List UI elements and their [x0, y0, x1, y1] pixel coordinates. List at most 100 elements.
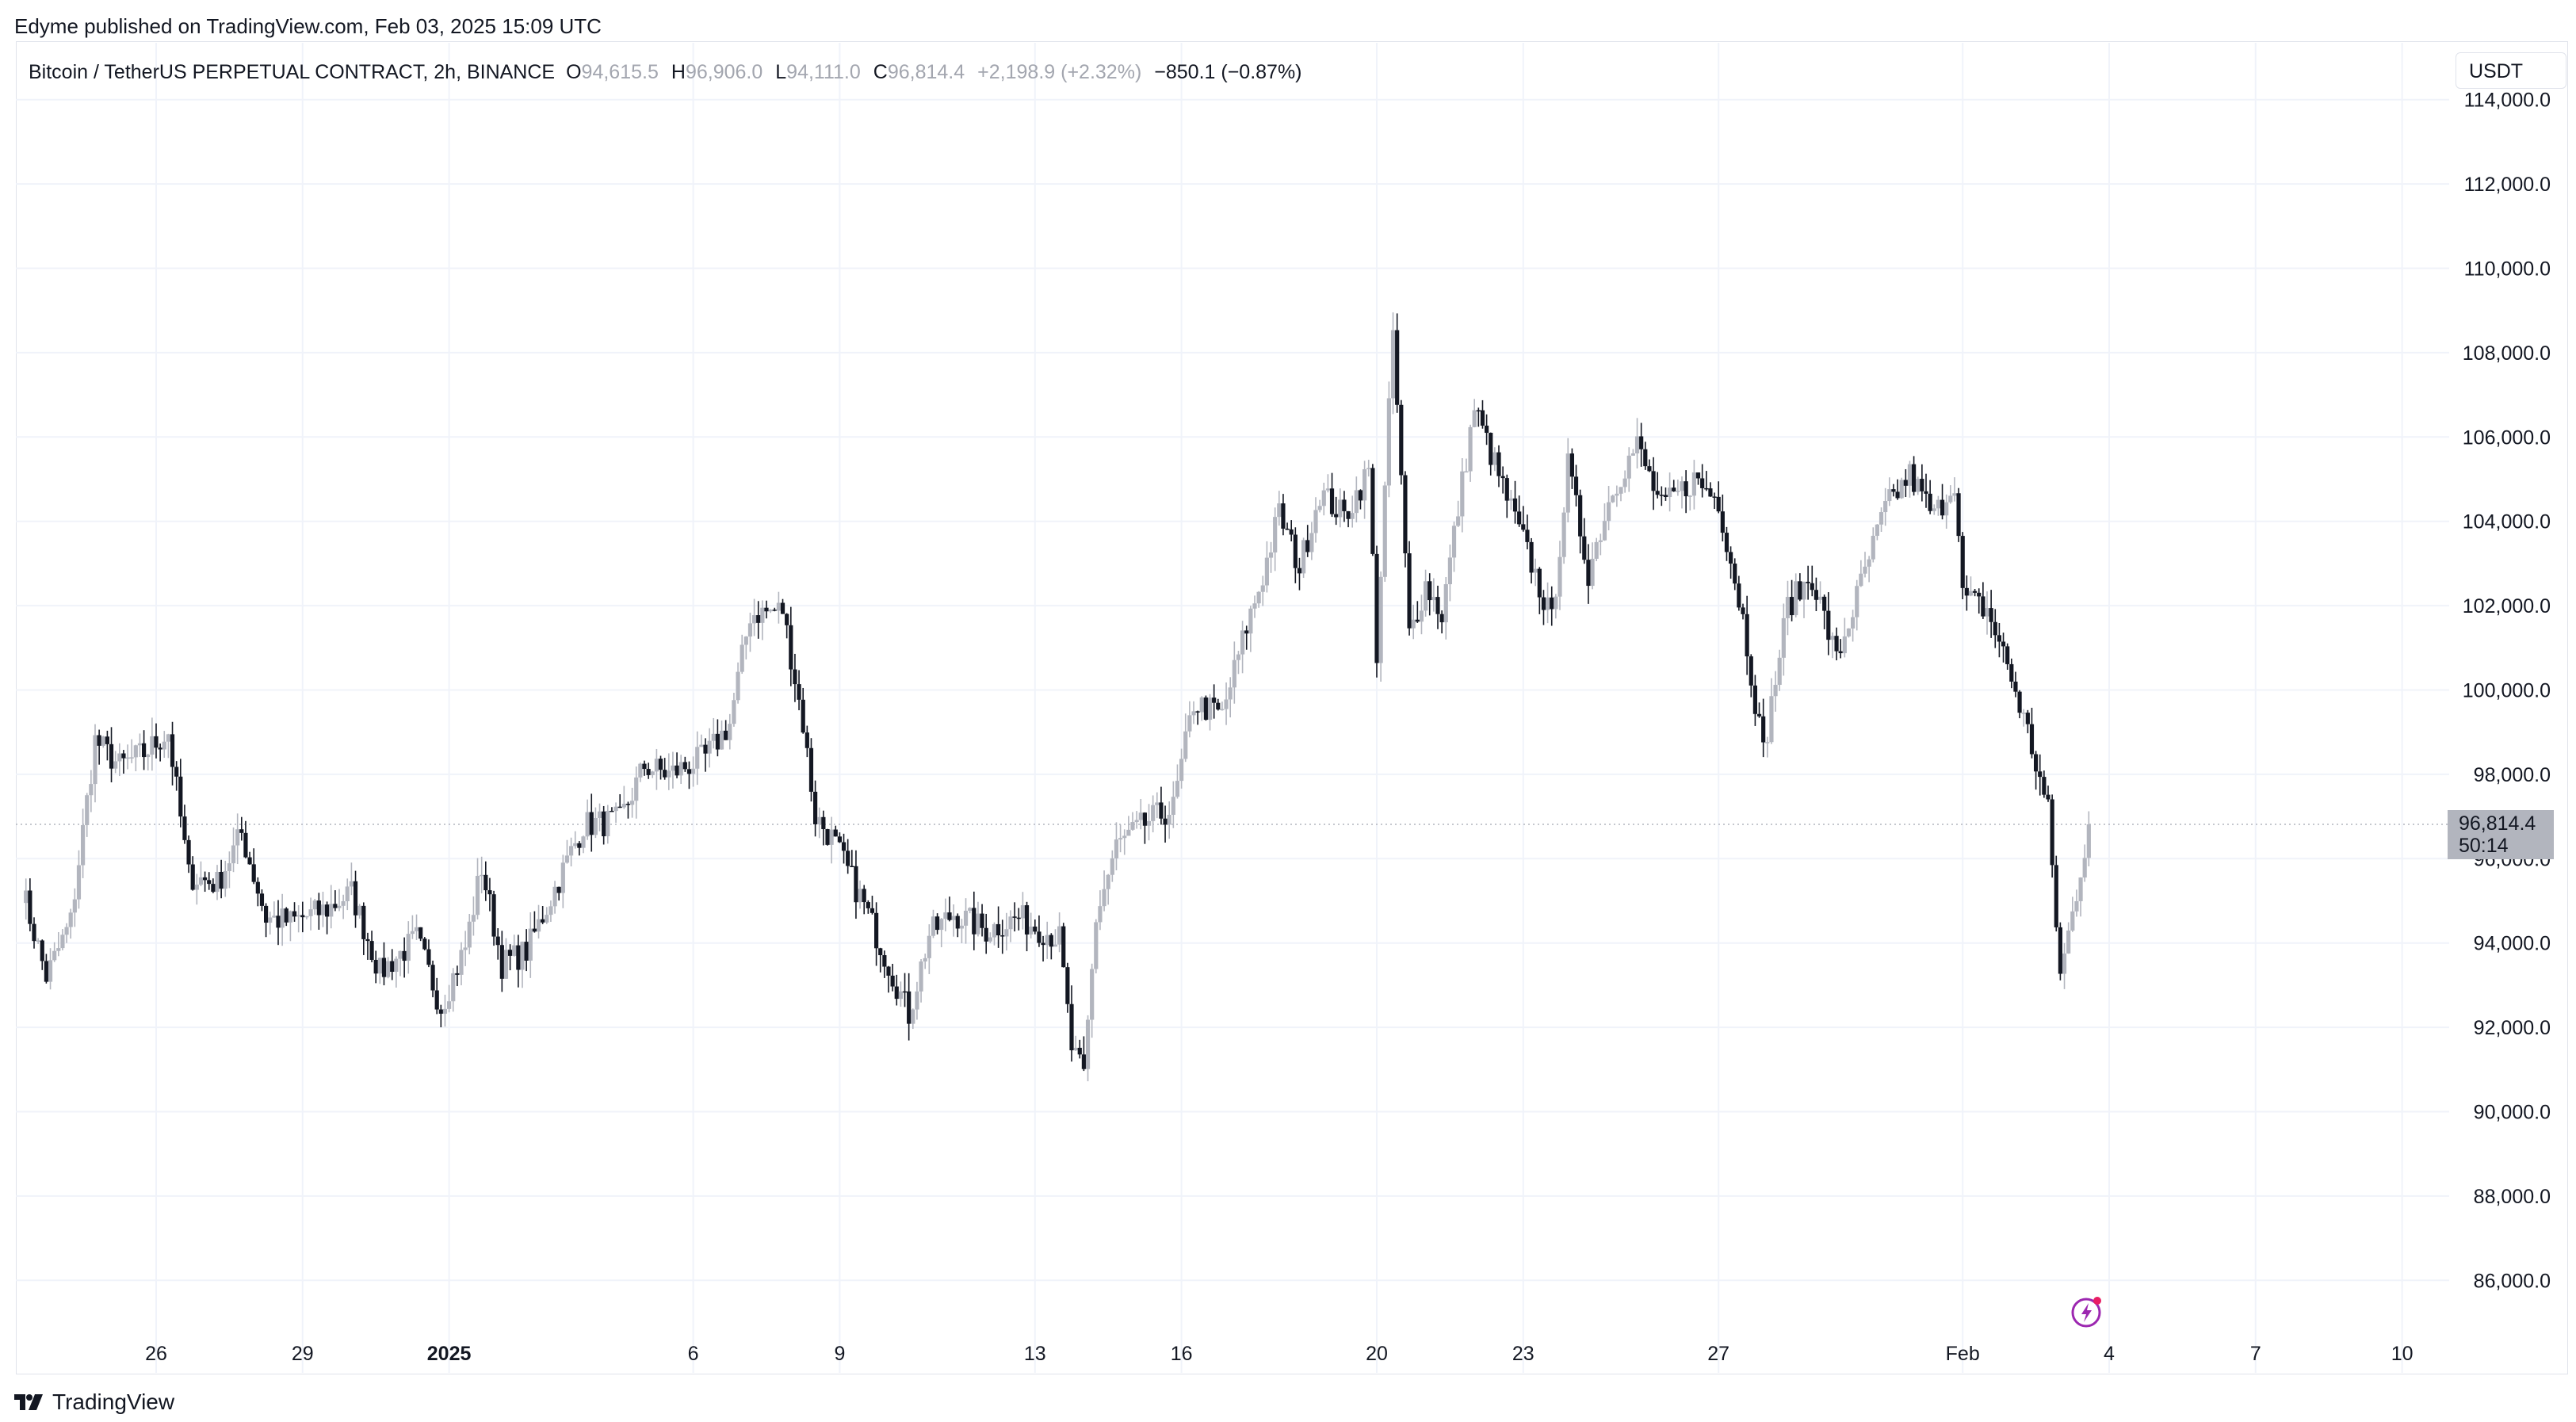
- candle-body: [976, 913, 980, 935]
- candle-body: [1012, 916, 1017, 918]
- candle-body: [1993, 621, 1997, 636]
- candle-body: [1655, 491, 1660, 495]
- candle-body: [32, 923, 36, 942]
- candle-body: [1960, 536, 1965, 588]
- candle-body: [695, 747, 700, 769]
- candle-body: [1817, 596, 1823, 600]
- candle-body: [1244, 630, 1249, 634]
- candle-body: [1504, 478, 1509, 501]
- candle-body: [1102, 889, 1106, 907]
- candle-body: [1875, 524, 1879, 536]
- candle-body: [634, 777, 639, 801]
- candle-body: [1090, 969, 1095, 1020]
- candle-body: [239, 829, 244, 833]
- candle-body: [499, 945, 504, 979]
- candle-body: [280, 908, 285, 928]
- candle-body: [1806, 581, 1810, 583]
- candle-body: [1167, 814, 1171, 825]
- candle-body: [1647, 466, 1652, 472]
- candle-body: [829, 829, 834, 845]
- candle-body: [894, 986, 899, 1000]
- candle-body: [1680, 481, 1684, 491]
- candle-body: [756, 615, 761, 623]
- candle-body: [1546, 597, 1550, 610]
- candle-body: [1480, 410, 1485, 426]
- candle-body: [1695, 472, 1701, 479]
- candle-body: [1004, 929, 1009, 937]
- candle-body: [1447, 557, 1452, 585]
- candle-body: [1826, 610, 1831, 640]
- candle-body: [129, 757, 134, 759]
- candle-body: [1277, 503, 1282, 518]
- candle-body: [699, 744, 704, 747]
- candle-body: [1203, 697, 1208, 721]
- candle-body: [1810, 583, 1814, 591]
- candle-body: [1151, 805, 1156, 821]
- candle-body: [1464, 471, 1469, 473]
- candle-body: [381, 958, 387, 977]
- x-tick-label: 16: [1171, 1343, 1193, 1365]
- candle-body: [1700, 478, 1705, 488]
- candle-body: [776, 602, 781, 611]
- candle-body: [357, 905, 362, 916]
- candle-body: [64, 927, 69, 935]
- candle-body: [186, 839, 191, 865]
- candle-body: [1517, 511, 1522, 525]
- candle-body: [1305, 540, 1310, 552]
- candle-body: [2021, 713, 2026, 714]
- candle-body: [1033, 926, 1038, 932]
- candle-body: [902, 991, 908, 993]
- candle-body: [329, 904, 334, 917]
- candle-body: [1940, 499, 1945, 516]
- low-key: L: [775, 60, 787, 83]
- candle-body: [1602, 521, 1607, 541]
- x-tick-label: 7: [2250, 1343, 2261, 1365]
- candle-body: [1489, 433, 1493, 465]
- candle-body: [247, 857, 252, 865]
- candle-body: [471, 915, 476, 922]
- high-key: H: [671, 60, 686, 83]
- candle-body: [215, 871, 220, 893]
- candle-body: [1037, 931, 1041, 943]
- candle-body: [170, 734, 175, 767]
- candle-body: [44, 961, 48, 982]
- candle-body: [1615, 493, 1619, 496]
- candle-body: [1419, 610, 1424, 622]
- legend-row: Bitcoin / TetherUS PERPETUAL CONTRACT, 2…: [29, 59, 1302, 86]
- candle-body: [837, 836, 842, 843]
- candle-body: [939, 919, 944, 931]
- candle-body: [1952, 493, 1957, 496]
- symbol-title[interactable]: Bitcoin / TetherUS PERPETUAL CONTRACT, 2…: [29, 60, 556, 83]
- candle-body: [109, 743, 114, 769]
- candle-body: [1663, 495, 1668, 498]
- candle-body: [1590, 558, 1595, 587]
- tradingview-footer[interactable]: TradingView: [14, 1389, 174, 1416]
- candle-body: [1573, 476, 1579, 495]
- candle-body: [1382, 485, 1387, 577]
- candle-body: [365, 938, 370, 942]
- candle-body: [667, 770, 671, 778]
- candle-body: [955, 916, 960, 929]
- last-price-badge-bg: [2448, 810, 2554, 859]
- candle-body: [1525, 529, 1530, 542]
- candle-body: [1350, 513, 1355, 519]
- candle-body: [1138, 812, 1143, 820]
- candle-body: [1252, 603, 1257, 609]
- candle-body: [1146, 820, 1152, 826]
- candle-body: [1724, 533, 1729, 552]
- candle-body: [890, 975, 895, 987]
- candle-body: [1354, 490, 1359, 514]
- candle-body: [915, 991, 919, 1010]
- candle-body: [410, 931, 415, 935]
- candle-body: [207, 880, 212, 885]
- lightning-icon[interactable]: [2070, 1294, 2105, 1328]
- candle-body: [724, 730, 728, 740]
- currency-button[interactable]: USDT: [2456, 52, 2566, 89]
- candle-body: [1798, 581, 1802, 600]
- candle-body: [1912, 464, 1917, 492]
- candle-body: [541, 919, 545, 923]
- candle-body: [255, 881, 260, 894]
- candle-body: [1045, 935, 1049, 946]
- candle-body: [1374, 553, 1379, 663]
